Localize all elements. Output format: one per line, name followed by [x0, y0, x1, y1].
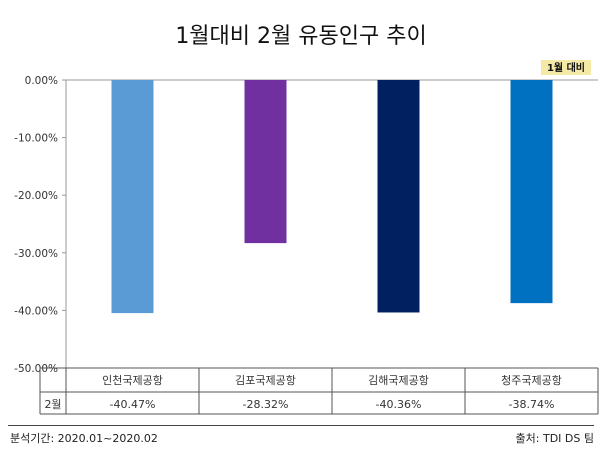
legend-background	[541, 60, 591, 75]
chart-title: 1월대비 2월 유동인구 추이	[175, 24, 427, 49]
legend: 1월 대비	[541, 60, 591, 75]
category-label: 인천국제공항	[102, 373, 163, 387]
bar	[244, 80, 287, 244]
y-tick-label: -10.00%	[14, 133, 58, 145]
category-label: 김해국제공항	[368, 373, 429, 387]
analysis-period: 분석기간: 2020.01~2020.02	[10, 432, 158, 445]
table-row-label: 2월	[44, 398, 61, 411]
bar	[510, 80, 553, 304]
legend-label: 1월 대비	[547, 61, 585, 74]
value-label: -38.74%	[509, 398, 555, 411]
y-tick-label: 0.00%	[25, 75, 58, 87]
y-tick-label: -50.00%	[14, 363, 58, 375]
category-label: 청주국제공항	[501, 374, 562, 387]
axis-layer: 0.00% -10.00% -20.00% -30.00% -40.00% -50.00%	[14, 75, 598, 375]
value-label: -40.47%	[110, 398, 156, 411]
bars-layer	[111, 80, 553, 314]
y-tick-label: -20.00%	[14, 190, 58, 202]
value-label: -28.32%	[243, 398, 289, 411]
bar	[111, 80, 154, 314]
bar	[377, 80, 420, 313]
y-tick-label: -30.00%	[14, 248, 58, 260]
data-source: 출처: TDI DS 팀	[515, 432, 594, 445]
y-tick-label: -40.00%	[14, 305, 58, 317]
data-table: 2월 인천국제공항 -40.47% 김포국제공항 -28.32% 김해국제공항 -40.36…	[39, 367, 599, 415]
category-label: 김포국제공항	[235, 374, 296, 387]
value-label: -40.36%	[376, 398, 422, 411]
footer-divider	[8, 425, 594, 426]
